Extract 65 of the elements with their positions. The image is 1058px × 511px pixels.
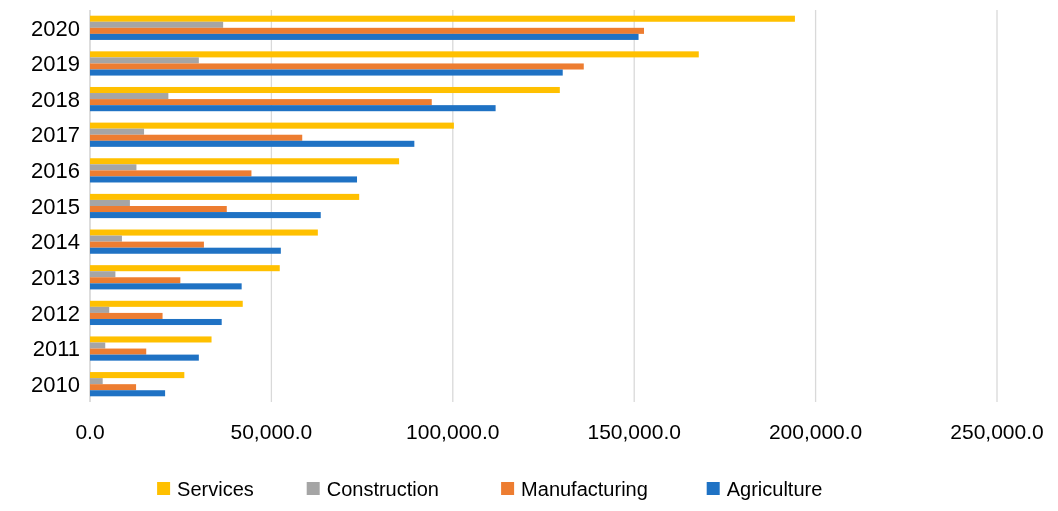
x-tick-label: 0.0 [75, 420, 105, 443]
bar [90, 27, 644, 34]
bar [90, 336, 212, 343]
bar [90, 128, 145, 135]
bar [90, 247, 281, 254]
bar [90, 318, 222, 326]
bar [90, 140, 415, 147]
bar [90, 69, 563, 76]
bar [90, 212, 321, 219]
y-tick-label: 2013 [31, 264, 80, 290]
y-tick-label: 2010 [31, 371, 80, 397]
bar [90, 170, 252, 177]
y-tick-label: 2012 [31, 300, 80, 326]
y-tick-label: 2020 [31, 15, 80, 41]
bar [90, 93, 169, 100]
x-tick-label: 200,000.0 [768, 420, 863, 443]
bar [90, 206, 227, 213]
bar [90, 384, 137, 391]
legend-label: Construction [326, 478, 439, 500]
legend-label: Services [177, 478, 254, 500]
bar [90, 193, 360, 200]
y-tick-label: 2017 [31, 122, 80, 148]
bar [90, 134, 303, 141]
bar [90, 312, 163, 319]
bar [90, 241, 204, 248]
x-tick-label: 150,000.0 [587, 420, 681, 443]
bar [90, 21, 224, 28]
bar [90, 176, 358, 183]
y-tick-label: 2016 [31, 158, 80, 184]
bar [90, 51, 699, 58]
bar [90, 63, 584, 70]
bar [90, 390, 166, 397]
bar [90, 33, 639, 40]
bar [90, 271, 116, 278]
bar [90, 265, 280, 272]
bar [90, 235, 122, 242]
bar [90, 342, 106, 349]
bar [90, 105, 496, 112]
bar [90, 86, 560, 94]
bar [90, 229, 318, 236]
bar [90, 283, 242, 290]
legend-label: Agriculture [726, 478, 823, 500]
bar [90, 300, 243, 307]
y-tick-label: 2014 [31, 229, 80, 255]
bar [90, 306, 110, 313]
bar [90, 348, 147, 355]
y-tick-label: 2011 [32, 336, 80, 362]
bar [90, 122, 454, 129]
y-tick-label: 2018 [31, 86, 80, 112]
x-tick-label: 250,000.0 [950, 420, 1044, 443]
bar [90, 158, 400, 165]
bar [90, 199, 130, 206]
legend-label: Manufacturing [521, 478, 648, 500]
bar [90, 277, 181, 284]
x-tick-label: 50,000.0 [230, 420, 313, 443]
bar [90, 372, 185, 379]
y-tick-label: 2019 [31, 51, 80, 77]
bar [90, 15, 795, 22]
bar [90, 164, 137, 171]
bar [90, 354, 199, 361]
x-tick-label: 100,000.0 [406, 420, 500, 443]
y-tick-label: 2015 [31, 193, 80, 219]
bar [90, 57, 199, 64]
bar [90, 378, 103, 385]
bar [90, 99, 432, 106]
